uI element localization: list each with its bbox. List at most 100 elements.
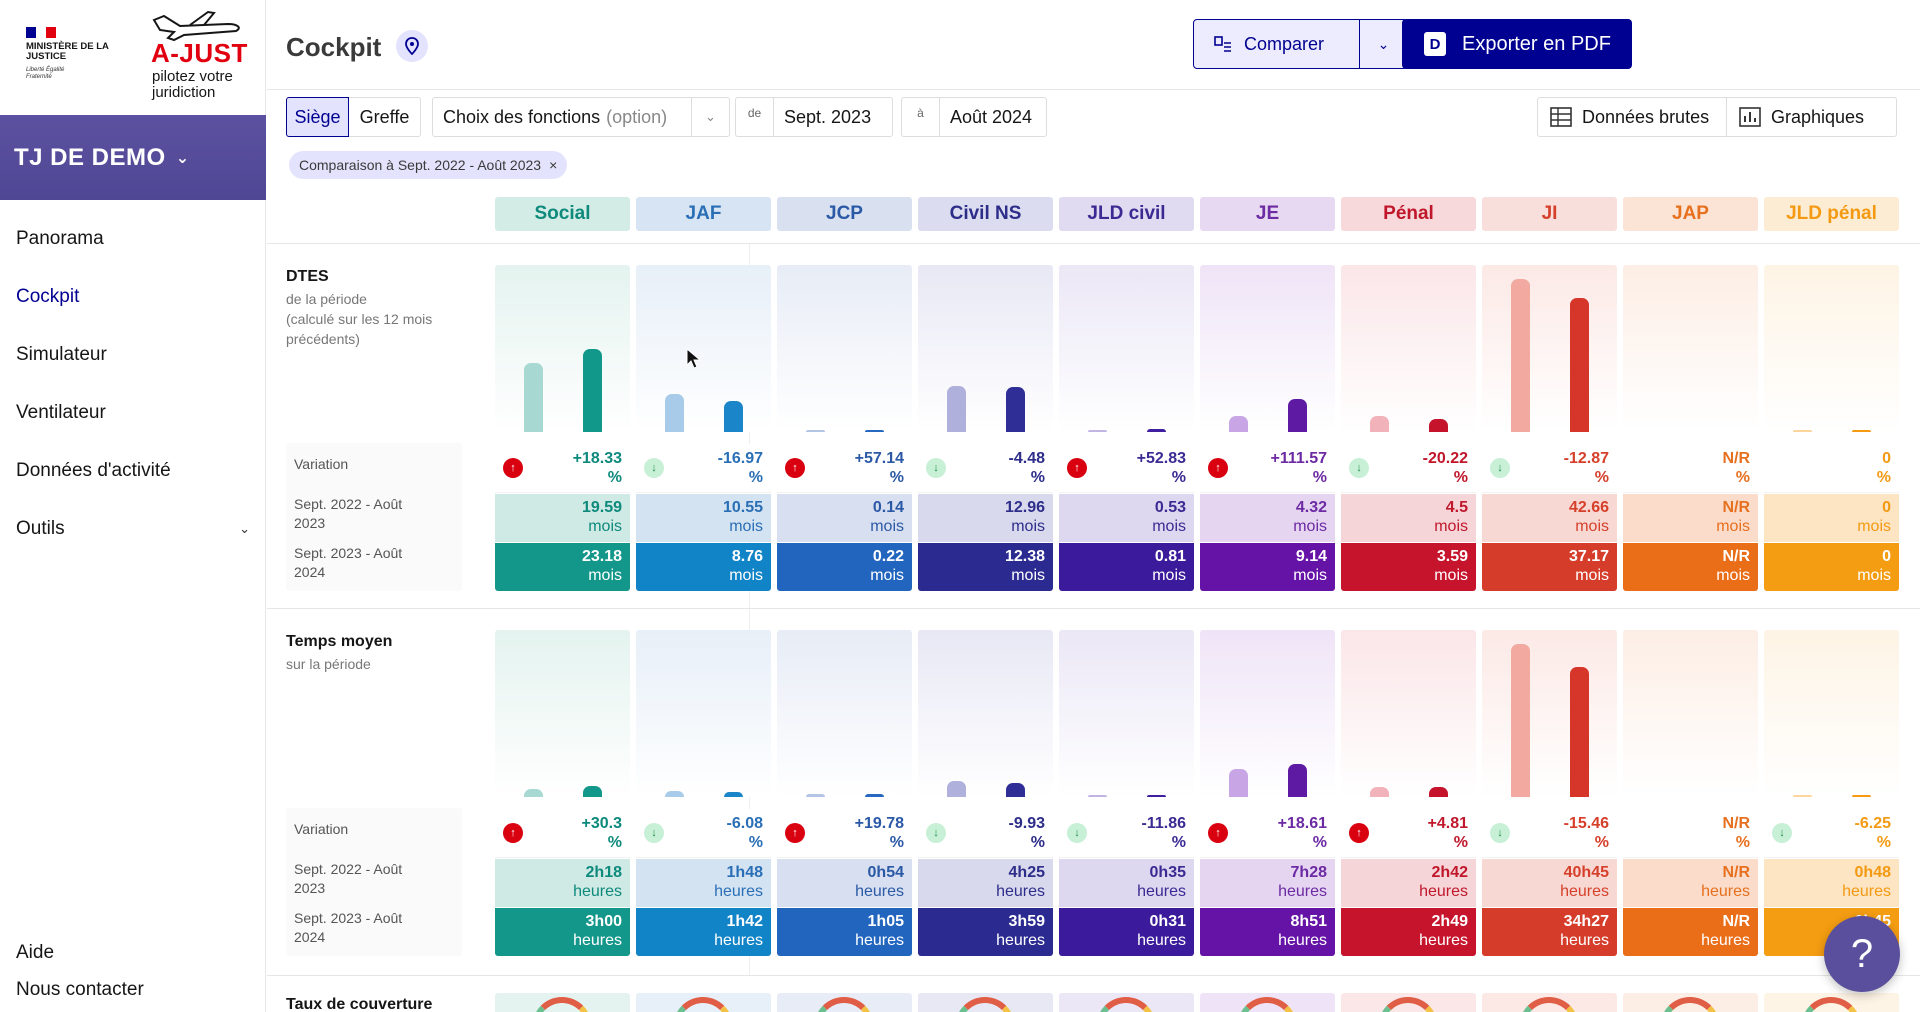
- variation-cell: ↓ -6.25 %: [1764, 809, 1899, 858]
- unit-label: heures: [1701, 932, 1750, 949]
- bar-previous: [1370, 416, 1389, 432]
- unit-label: mois: [729, 567, 763, 584]
- arrow-down-icon: ↓: [926, 823, 946, 843]
- close-icon[interactable]: ×: [549, 157, 558, 173]
- category-header[interactable]: JLD pénal: [1764, 197, 1899, 231]
- current-period-cell: 8.76 mois: [636, 543, 771, 591]
- variation-cell: ↑ +18.61 %: [1200, 809, 1335, 858]
- nav-label: Ventilateur: [16, 402, 106, 423]
- unit-label: mois: [1716, 518, 1750, 535]
- help-link[interactable]: Aide: [16, 941, 55, 963]
- category-header[interactable]: JE: [1200, 197, 1335, 231]
- category-header[interactable]: Social: [495, 197, 630, 231]
- bar-chart: [1764, 265, 1899, 432]
- bar-chart: [1059, 265, 1194, 432]
- category-header[interactable]: Pénal: [1341, 197, 1476, 231]
- export-pdf-button[interactable]: D Exporter en PDF: [1402, 19, 1632, 69]
- compare-dropdown-button[interactable]: ⌄: [1360, 19, 1408, 69]
- bar-current: [724, 792, 743, 797]
- nav-item-cockpit[interactable]: Cockpit: [0, 268, 266, 326]
- charts-label: Graphiques: [1771, 106, 1865, 127]
- variation-cell: 0 %: [1764, 444, 1899, 493]
- unit-label: mois: [870, 567, 904, 584]
- current-period-cell: 37.17 mois: [1482, 543, 1617, 591]
- nav-label: Outils: [16, 518, 65, 539]
- unit-label: mois: [1293, 567, 1327, 584]
- unit-label: heures: [996, 932, 1045, 949]
- jurisdiction-selector[interactable]: TJ DE DEMO ⌄: [0, 115, 266, 200]
- republic-motto: Liberté Égalité Fraternité: [26, 67, 65, 80]
- variation-cell: ↓ -12.87 %: [1482, 444, 1617, 493]
- variation-value: -15.46: [1563, 815, 1609, 832]
- compare-button[interactable]: Comparer: [1193, 19, 1360, 69]
- bar-chart: [495, 265, 630, 432]
- bar-previous: [947, 386, 966, 432]
- comparison-tag[interactable]: Comparaison à Sept. 2022 - Août 2023 ×: [289, 151, 568, 179]
- tab-siege[interactable]: Siège: [286, 97, 349, 137]
- charts-button[interactable]: Graphiques: [1726, 98, 1896, 136]
- unit-label: heures: [855, 883, 904, 900]
- variation-value: +19.78: [854, 815, 904, 832]
- unit-label: mois: [729, 518, 763, 535]
- footer-links: Aide Nous contacter: [16, 934, 144, 1008]
- variation-percent: %: [1594, 834, 1609, 851]
- nav-item-donnees-activite[interactable]: Données d'activité: [0, 442, 266, 500]
- category-header[interactable]: Civil NS: [918, 197, 1053, 231]
- coverage-gauge: [1200, 993, 1335, 1012]
- functions-select[interactable]: Choix des fonctions (option) ⌄: [432, 97, 730, 137]
- row-labels: Variation Sept. 2022 - Août 2023 Sept. 2…: [286, 443, 462, 591]
- section-title: Temps moyen: [286, 633, 393, 650]
- variation-value: +52.83: [1136, 450, 1186, 467]
- category-header[interactable]: JAF: [636, 197, 771, 231]
- arrow-down-icon: ↓: [1349, 458, 1369, 478]
- help-button[interactable]: ?: [1824, 916, 1900, 992]
- logo-area[interactable]: MINISTÈRE DE LA JUSTICE Liberté Égalité …: [0, 0, 266, 115]
- previous-value: 1h48: [726, 864, 763, 881]
- tab-greffe[interactable]: Greffe: [349, 97, 421, 137]
- category-header[interactable]: JCP: [777, 197, 912, 231]
- variation-value: -9.93: [1008, 815, 1045, 832]
- date-to-input[interactable]: Août 2024: [939, 97, 1047, 137]
- ministry-name: MINISTÈRE DE LA JUSTICE: [26, 41, 109, 62]
- bar-current: [1147, 795, 1166, 797]
- current-period-cell: 0 mois: [1764, 543, 1899, 591]
- previous-period-cell: 4.5 mois: [1341, 494, 1476, 542]
- app-tagline: pilotez votre juridiction: [152, 68, 233, 101]
- unit-label: heures: [714, 883, 763, 900]
- row-labels: Variation Sept. 2022 - Août 2023 Sept. 2…: [286, 808, 462, 956]
- previous-period-cell: 0h48 heures: [1764, 859, 1899, 907]
- variation-cell: ↑ +19.78 %: [777, 809, 912, 858]
- bar-chart: [777, 265, 912, 432]
- date-from-input[interactable]: Sept. 2023: [773, 97, 893, 137]
- row-label-current: Sept. 2023 - Août 2024: [294, 545, 403, 580]
- current-value: 0.81: [1154, 548, 1186, 565]
- unit-label: mois: [1011, 518, 1045, 535]
- contact-link[interactable]: Nous contacter: [16, 978, 144, 1000]
- bar-current: [1006, 783, 1025, 797]
- current-period-cell: 1h42 heures: [636, 908, 771, 956]
- unit-label: mois: [1575, 567, 1609, 584]
- category-header[interactable]: JI: [1482, 197, 1617, 231]
- variation-value: +30.3: [581, 815, 622, 832]
- unit-label: mois: [1293, 518, 1327, 535]
- functions-option-hint: (option): [606, 106, 668, 127]
- nav-item-ventilateur[interactable]: Ventilateur: [0, 384, 266, 442]
- unit-label: heures: [1419, 932, 1468, 949]
- nav-item-outils[interactable]: Outils ⌄: [0, 500, 266, 558]
- variation-percent: %: [607, 469, 622, 486]
- previous-value: 0h35: [1149, 864, 1186, 881]
- category-header[interactable]: JAP: [1623, 197, 1758, 231]
- previous-period-cell: 12.96 mois: [918, 494, 1053, 542]
- previous-period-cell: 40h45 heures: [1482, 859, 1617, 907]
- raw-data-button[interactable]: Données brutes: [1538, 98, 1726, 136]
- filters-bar: Siège Greffe Choix des fonctions (option…: [267, 90, 1920, 200]
- nav-item-simulateur[interactable]: Simulateur: [0, 326, 266, 384]
- unit-label: heures: [1137, 932, 1186, 949]
- category-header[interactable]: JLD civil: [1059, 197, 1194, 231]
- variation-cell: ↑ +57.14 %: [777, 444, 912, 493]
- location-pin-button[interactable]: [396, 30, 428, 62]
- unit-label: mois: [1716, 567, 1750, 584]
- bar-chart: [777, 630, 912, 797]
- nav-item-panorama[interactable]: Panorama: [0, 210, 266, 268]
- variation-value: -20.22: [1422, 450, 1468, 467]
